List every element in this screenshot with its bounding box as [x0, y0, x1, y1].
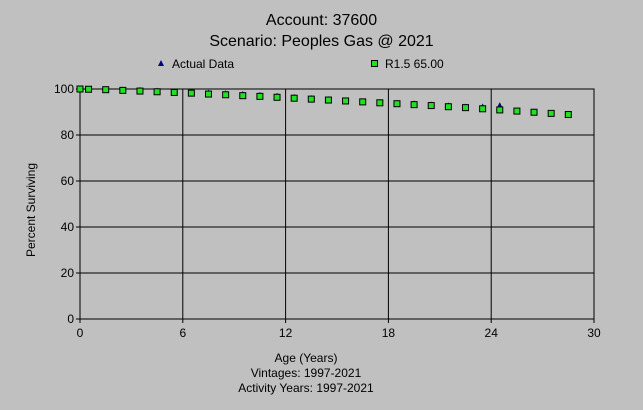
- fitted-curve-point: [307, 95, 315, 103]
- x-tick-label: 12: [279, 326, 293, 340]
- fitted-curve-point: [324, 96, 332, 104]
- fitted-curve-point: [119, 86, 127, 94]
- fitted-curve-point: [170, 88, 178, 96]
- fitted-curve-point: [239, 92, 247, 100]
- fitted-curve-point: [530, 108, 538, 116]
- fitted-curve-point: [153, 88, 161, 96]
- plot-area: [79, 88, 595, 320]
- fitted-curve-point: [513, 107, 521, 115]
- y-tick-label: 80: [61, 128, 75, 142]
- fitted-curve-point: [136, 87, 144, 95]
- square-marker-icon: [371, 60, 378, 67]
- y-tick-label: 40: [61, 220, 75, 234]
- fitted-curve-point: [444, 103, 452, 111]
- fitted-curve-point: [205, 90, 212, 98]
- x-tick-label: 6: [179, 326, 186, 340]
- y-tick-label: 0: [67, 312, 74, 326]
- legend-label-fitted-curve: R1.5 65.00: [385, 57, 444, 71]
- fitted-curve-point: [342, 97, 350, 105]
- fitted-curve-point: [256, 92, 264, 100]
- legend-label-actual-data: Actual Data: [172, 57, 235, 71]
- fitted-curve-point: [76, 85, 84, 93]
- triangle-marker-icon: [158, 60, 164, 66]
- x-tick-label: 24: [485, 326, 499, 340]
- fitted-curve-point: [462, 104, 469, 112]
- activity-years-note: Activity Years: 1997-2021: [238, 381, 374, 395]
- fitted-curve-point: [410, 101, 418, 109]
- y-tick-label: 100: [54, 82, 74, 96]
- fitted-curve-point: [564, 111, 572, 119]
- vintages-note: Vintages: 1997-2021: [250, 366, 362, 380]
- fitted-curve-point: [222, 91, 230, 99]
- y-axis-label: Percent Surviving: [24, 162, 38, 258]
- fitted-curve-point: [290, 94, 298, 102]
- fitted-curve-point: [496, 106, 504, 114]
- fitted-curve-point: [376, 99, 384, 107]
- fitted-curve-point: [102, 86, 110, 94]
- y-tick-label: 60: [61, 174, 75, 188]
- x-tick-label: 0: [77, 326, 84, 340]
- fitted-curve-point: [427, 102, 435, 110]
- fitted-curve-point: [85, 85, 93, 93]
- fitted-curve-point: [273, 93, 281, 101]
- y-tick-label: 20: [61, 266, 75, 280]
- chart-title: Account: 37600: [265, 12, 378, 29]
- x-tick-label: 18: [382, 326, 396, 340]
- x-tick-label: 30: [587, 326, 601, 340]
- fitted-curve-point: [187, 89, 195, 97]
- fitted-curve-point: [359, 98, 367, 106]
- fitted-curve-point: [479, 105, 487, 113]
- fitted-curve-point: [393, 100, 401, 108]
- x-axis-label: Age (Years): [274, 351, 338, 365]
- fitted-curve-point: [547, 109, 555, 117]
- chart-subtitle: Scenario: Peoples Gas @ 2021: [209, 33, 434, 50]
